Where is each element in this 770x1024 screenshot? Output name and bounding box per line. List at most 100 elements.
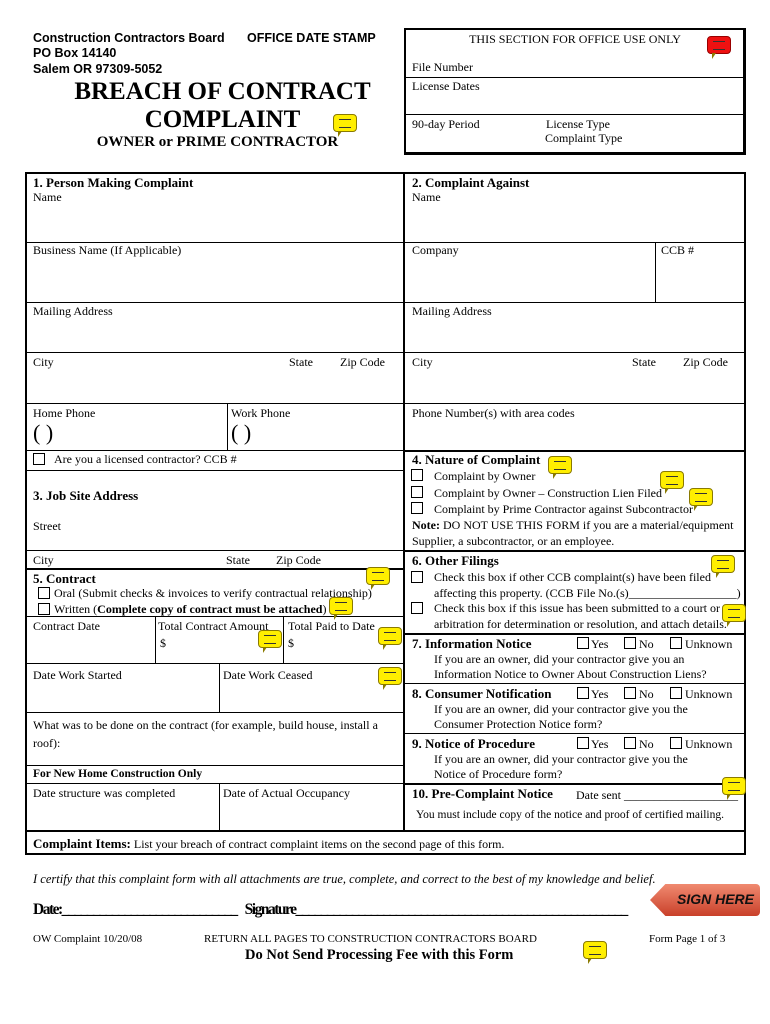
oral-contract-label: Oral (Submit checks & invoices to verify… — [54, 586, 372, 600]
home-phone-area-code[interactable]: ( ) — [33, 420, 54, 445]
owner-complaint-checkbox[interactable] — [411, 469, 423, 481]
date-work-started-field[interactable]: Date Work Started — [33, 668, 122, 682]
date-sent-field[interactable]: Date sent ___________________ — [576, 788, 738, 802]
consumer-yes-checkbox[interactable] — [577, 687, 589, 699]
date-work-ceased-field[interactable]: Date Work Ceased — [223, 668, 313, 682]
mailing-address-field[interactable]: Mailing Address — [33, 304, 113, 318]
divider — [26, 403, 403, 404]
comment-note-icon[interactable] — [333, 114, 357, 137]
comment-note-icon[interactable] — [689, 488, 713, 511]
section-2-title: 2. Complaint Against — [412, 175, 530, 190]
respondent-city-field[interactable]: City — [412, 355, 433, 369]
info-notice-yes-checkbox[interactable] — [577, 637, 589, 649]
comment-note-icon[interactable] — [378, 667, 402, 690]
pre-complaint-note: You must include copy of the notice and … — [416, 809, 724, 821]
business-name-field[interactable]: Business Name (If Applicable) — [33, 243, 182, 257]
other-complaints-checkbox[interactable] — [411, 571, 423, 583]
info-notice-question-2: Information Notice to Owner About Constr… — [434, 667, 707, 681]
divider — [26, 470, 403, 471]
date-completed-field[interactable]: Date structure was completed — [33, 786, 176, 800]
prime-contractor-checkbox[interactable] — [411, 502, 423, 514]
procedure-yes-checkbox[interactable] — [577, 737, 589, 749]
lien-complaint-checkbox[interactable] — [411, 486, 423, 498]
ccb-file-no-field[interactable]: affecting this property. (CCB File No.(s… — [434, 586, 741, 600]
consumer-unknown-checkbox[interactable] — [670, 687, 682, 699]
procedure-question-2: Notice of Procedure form? — [434, 767, 563, 781]
divider — [404, 403, 745, 404]
work-phone-field[interactable]: Work Phone — [231, 406, 291, 420]
job-state-field[interactable]: State — [226, 553, 250, 567]
lien-complaint-label: Complaint by Owner – Construction Lien F… — [434, 486, 662, 500]
comment-note-icon[interactable] — [258, 630, 282, 653]
written-label-bold: Complete copy of contract must be attach… — [97, 602, 323, 616]
job-zip-field[interactable]: Zip Code — [276, 553, 321, 567]
respondent-phone-field[interactable]: Phone Number(s) with area codes — [412, 406, 575, 420]
page-title-2: COMPLAINT — [144, 106, 301, 133]
section-10-title: 10. Pre-Complaint Notice — [412, 786, 553, 801]
respondent-zip-field[interactable]: Zip Code — [683, 355, 728, 369]
yes-label: Yes — [591, 637, 609, 651]
oral-contract-checkbox[interactable] — [38, 587, 50, 599]
sign-here-flag[interactable]: SIGN HERE — [650, 884, 760, 916]
signature-line[interactable]: Signature_______________________________… — [244, 901, 629, 918]
state-field[interactable]: State — [289, 355, 313, 369]
dollar-sign: $ — [160, 636, 166, 650]
signature-row: Date:____________________________ Signat… — [33, 901, 629, 919]
home-phone-field[interactable]: Home Phone — [33, 406, 96, 420]
comment-note-icon[interactable] — [548, 456, 572, 479]
page-number: Form Page 1 of 3 — [649, 933, 726, 945]
court-submitted-checkbox[interactable] — [411, 602, 423, 614]
comment-note-icon[interactable] — [660, 471, 684, 494]
info-notice-unknown-checkbox[interactable] — [670, 637, 682, 649]
procedure-unknown-checkbox[interactable] — [670, 737, 682, 749]
date-occupancy-field[interactable]: Date of Actual Occupancy — [223, 786, 350, 800]
complaint-type-label: Complaint Type — [545, 131, 623, 145]
total-paid-field[interactable]: Total Paid to Date — [288, 619, 375, 633]
comment-note-icon[interactable] — [329, 597, 353, 620]
note-label: Note: — [412, 518, 440, 532]
info-notice-question: If you are an owner, did your contractor… — [434, 652, 685, 666]
total-contract-amount-field[interactable]: Total Contract Amount — [158, 619, 269, 633]
alert-comment-icon[interactable] — [707, 36, 731, 59]
info-notice-no-checkbox[interactable] — [624, 637, 636, 649]
consumer-no-checkbox[interactable] — [624, 687, 636, 699]
work-description-label: What was to be done on the contract (for… — [33, 718, 378, 732]
respondent-mailing-field[interactable]: Mailing Address — [412, 304, 492, 318]
section-6-title: 6. Other Filings — [412, 553, 499, 568]
comment-note-icon[interactable] — [722, 777, 746, 800]
zip-field[interactable]: Zip Code — [340, 355, 385, 369]
unknown-label: Unknown — [685, 737, 733, 751]
divider — [655, 242, 656, 302]
return-instructions: RETURN ALL PAGES TO CONSTRUCTION CONTRAC… — [204, 933, 537, 945]
page-subtitle: OWNER or PRIME CONTRACTOR — [96, 134, 339, 150]
licensed-contractor-checkbox[interactable] — [33, 453, 45, 465]
comment-note-icon[interactable] — [378, 627, 402, 650]
company-field[interactable]: Company — [412, 243, 459, 257]
respondent-name-field[interactable]: Name — [412, 190, 441, 204]
owner-complaint-label: Complaint by Owner — [434, 469, 536, 483]
complaint-items-label: Complaint Items: — [33, 836, 131, 851]
job-street-field[interactable]: Street — [33, 519, 61, 533]
contract-date-field[interactable]: Contract Date — [33, 619, 100, 633]
work-description-field[interactable]: roof): — [33, 736, 61, 750]
ccb-number-field[interactable]: CCB # — [661, 243, 695, 257]
divider — [26, 765, 403, 766]
job-city-field[interactable]: City — [33, 553, 54, 567]
comment-note-icon[interactable] — [583, 941, 607, 964]
written-contract-checkbox[interactable] — [38, 603, 50, 615]
work-phone-area-code[interactable]: ( ) — [231, 420, 252, 445]
respondent-state-field[interactable]: State — [632, 355, 656, 369]
complainant-name-field[interactable]: Name — [33, 190, 62, 204]
comment-note-icon[interactable] — [722, 604, 746, 627]
comment-note-icon[interactable] — [711, 555, 735, 578]
licensed-contractor-label: Are you a licensed contractor? CCB # — [54, 452, 237, 466]
divider — [26, 616, 403, 617]
court-submitted-label-2: arbitration for determination or resolut… — [434, 617, 727, 631]
comment-note-icon[interactable] — [366, 567, 390, 590]
divider — [26, 352, 403, 353]
date-signature-line[interactable]: Date:____________________________ — [33, 901, 238, 918]
section-3-title: 3. Job Site Address — [33, 488, 139, 503]
city-field[interactable]: City — [33, 355, 54, 369]
note-text: DO NOT USE THIS FORM if you are a materi… — [439, 518, 734, 532]
procedure-no-checkbox[interactable] — [624, 737, 636, 749]
